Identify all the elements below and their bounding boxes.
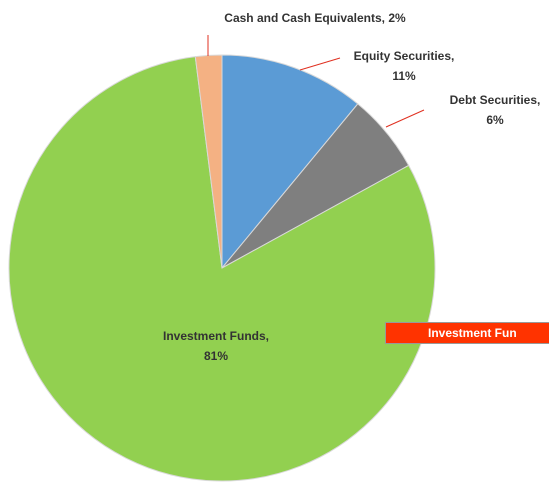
data-label: Investment Funds, 81% — [162, 329, 269, 363]
callout-label: Investment Fun — [385, 322, 549, 344]
pie-slice — [194, 54, 223, 269]
data-label: Equity Securities, 11% — [353, 49, 455, 83]
data-label: Cash and Cash Equivalents, 2% — [224, 11, 406, 25]
pie-slice — [221, 54, 359, 270]
leader-line — [299, 57, 341, 71]
data-label: Debt Securities, 6% — [449, 93, 541, 127]
leader-line — [385, 109, 425, 128]
